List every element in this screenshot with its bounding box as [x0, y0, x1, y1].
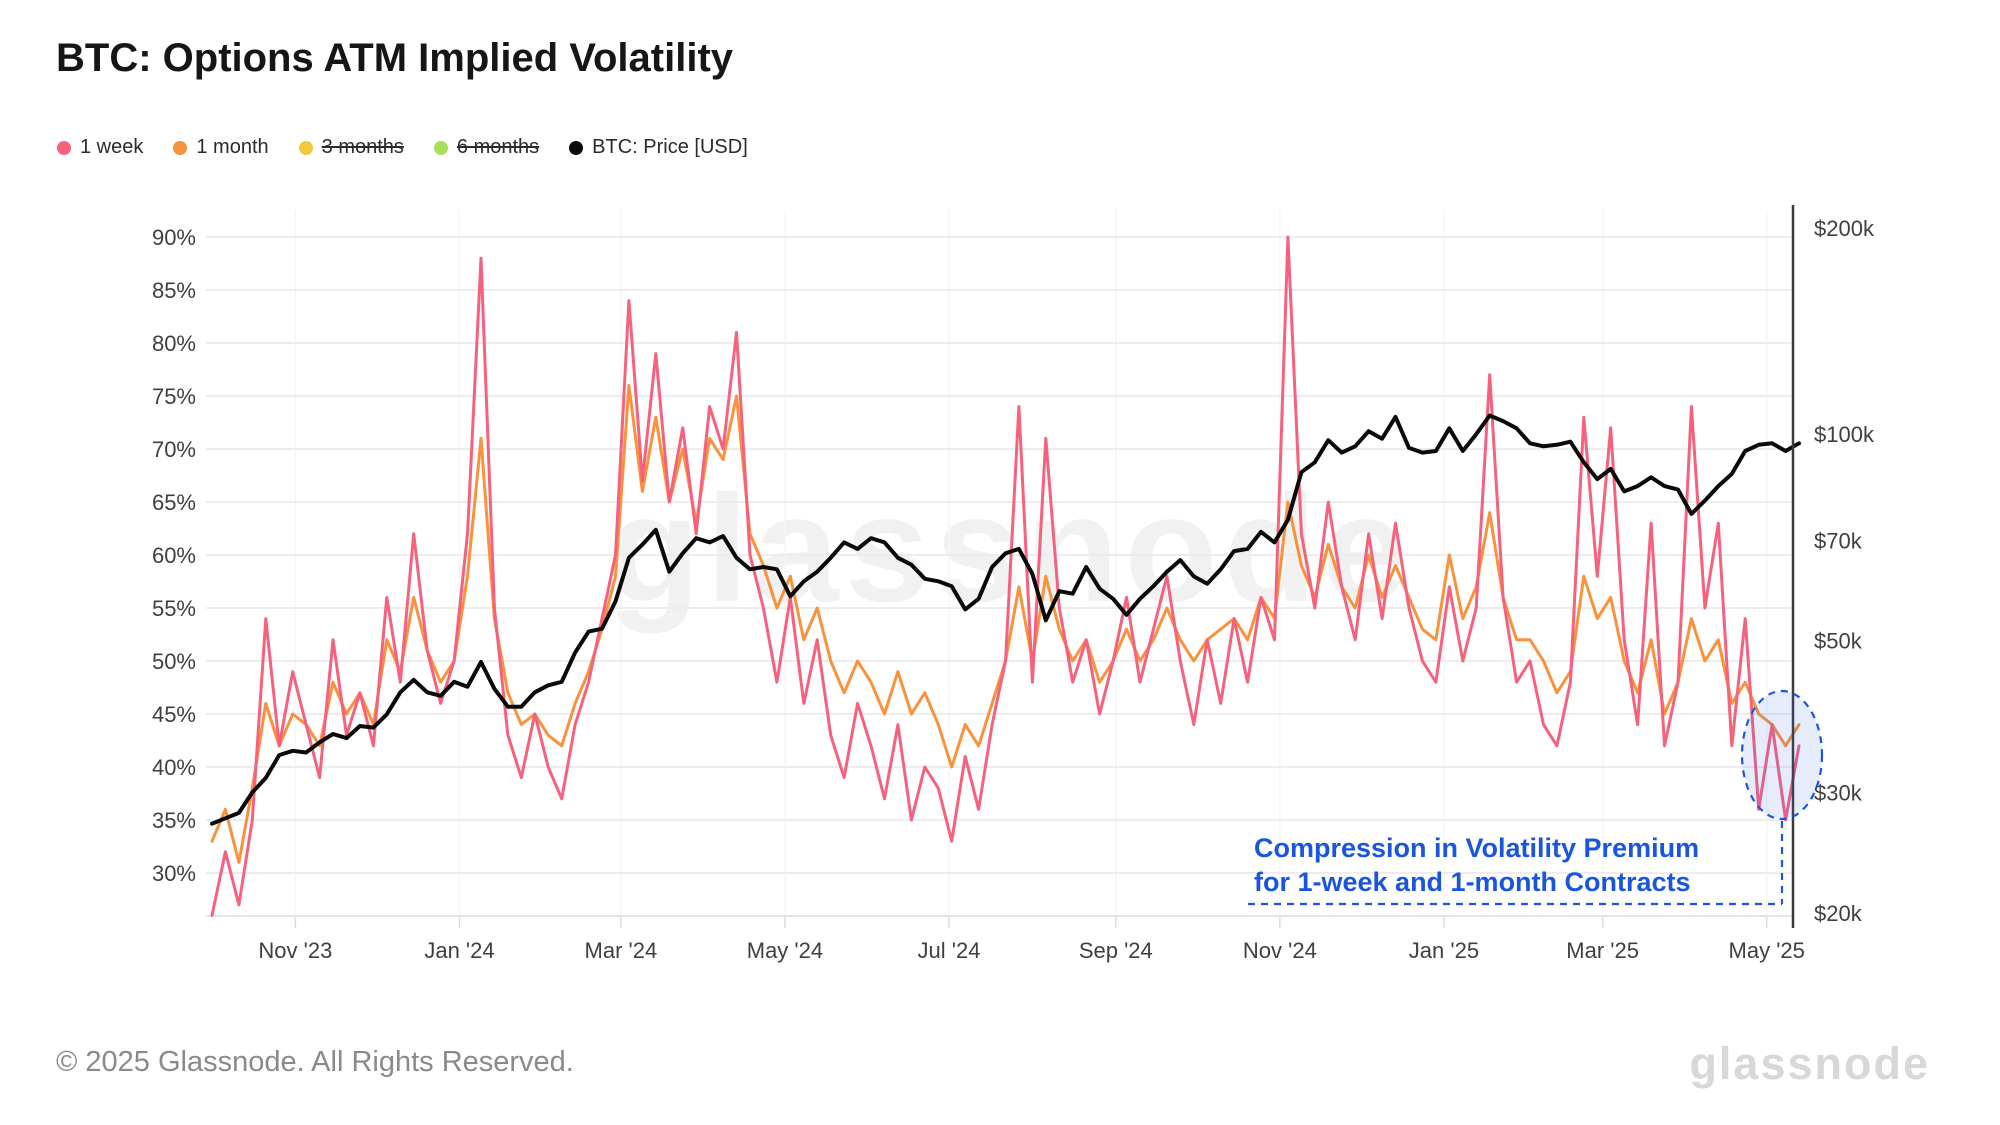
legend-label-btc-price: BTC: Price [USD] [592, 136, 748, 158]
legend-swatch-3-months-icon [298, 140, 313, 155]
annotation-ellipse [1740, 689, 1824, 821]
y-axis-left-tick-label: 75% [152, 384, 196, 409]
series-line-1-month [210, 383, 1801, 864]
legend-label-1-month: 1 month [196, 136, 269, 158]
y-axis-right-tick-label: $100k [1814, 422, 1875, 447]
y-axis-right-tick-label: $50k [1814, 628, 1863, 653]
legend-item-3-months[interactable]: 3 months [298, 136, 404, 159]
y-axis-left-tick-label: 30% [152, 861, 196, 886]
x-axis-tick-label: May '25 [1729, 938, 1805, 963]
annotation-callout: Compression in Volatility Premium for 1-… [1254, 831, 1776, 899]
page-title: BTC: Options ATM Implied Volatility [56, 36, 734, 80]
x-axis-tick-label: Nov '23 [258, 938, 332, 963]
legend-item-1-week[interactable]: 1 week [57, 136, 143, 159]
legend-swatch-6-months-icon [433, 140, 448, 155]
x-axis-tick-label: May '24 [747, 938, 823, 963]
y-axis-left-tick-label: 60% [152, 543, 196, 568]
legend-label-1-week: 1 week [80, 136, 144, 158]
y-axis-left-tick-label: 35% [152, 808, 196, 833]
y-axis-left-tick-label: 55% [152, 596, 196, 621]
y-axis-left-tick-label: 85% [152, 278, 196, 303]
x-axis-tick-label: Jul '24 [918, 938, 981, 963]
x-axis-tick-label: Mar '25 [1566, 938, 1639, 963]
y-axis-left-tick-label: 70% [152, 437, 196, 462]
annotation-line-1: Compression in Volatility Premium [1254, 833, 1700, 863]
y-axis-right-tick-label: $30k [1814, 780, 1863, 805]
legend-item-6-months[interactable]: 6 months [433, 136, 540, 159]
legend-swatch-btc-price-icon [569, 140, 584, 155]
x-axis-tick-label: Nov '24 [1243, 938, 1317, 963]
y-axis-left-tick-label: 40% [152, 755, 196, 780]
legend-swatch-1-month-icon [173, 140, 188, 155]
glassnode-logo: glassnode [1689, 1038, 1930, 1089]
legend-label-3-months: 3 months [321, 136, 404, 158]
annotation-line-2: for 1-week and 1-month Contracts [1254, 867, 1691, 897]
y-axis-right-tick-label: $70k [1814, 528, 1863, 553]
y-axis-left-tick-label: 90% [152, 225, 196, 250]
x-axis-tick-label: Jan '25 [1409, 938, 1479, 963]
y-axis-left-tick-label: 50% [152, 649, 196, 674]
x-axis-tick-label: Sep '24 [1079, 938, 1153, 963]
legend-swatch-1-week-icon [57, 140, 71, 155]
legend-label-6-months: 6 months [456, 136, 540, 158]
x-axis-tick-label: Jan '24 [424, 938, 494, 963]
legend-item-btc-price[interactable]: BTC: Price [USD] [569, 136, 748, 159]
y-axis-right-tick-label: $200k [1814, 216, 1875, 241]
series-line-btc-price-usd- [210, 413, 1801, 826]
legend-item-1-month[interactable]: 1 month [173, 136, 269, 159]
x-axis-tick-label: Mar '24 [585, 938, 658, 963]
legend: 1 week 1 month 3 months 6 months BTC: Pr… [57, 136, 748, 159]
y-axis-right-tick-label: $20k [1814, 901, 1863, 926]
y-axis-left-tick-label: 80% [152, 331, 196, 356]
y-axis-left-tick-label: 45% [152, 702, 196, 727]
series-line-1-week [210, 235, 1801, 917]
copyright-text: © 2025 Glassnode. All Rights Reserved. [56, 1046, 574, 1078]
y-axis-left-tick-label: 65% [152, 490, 196, 515]
